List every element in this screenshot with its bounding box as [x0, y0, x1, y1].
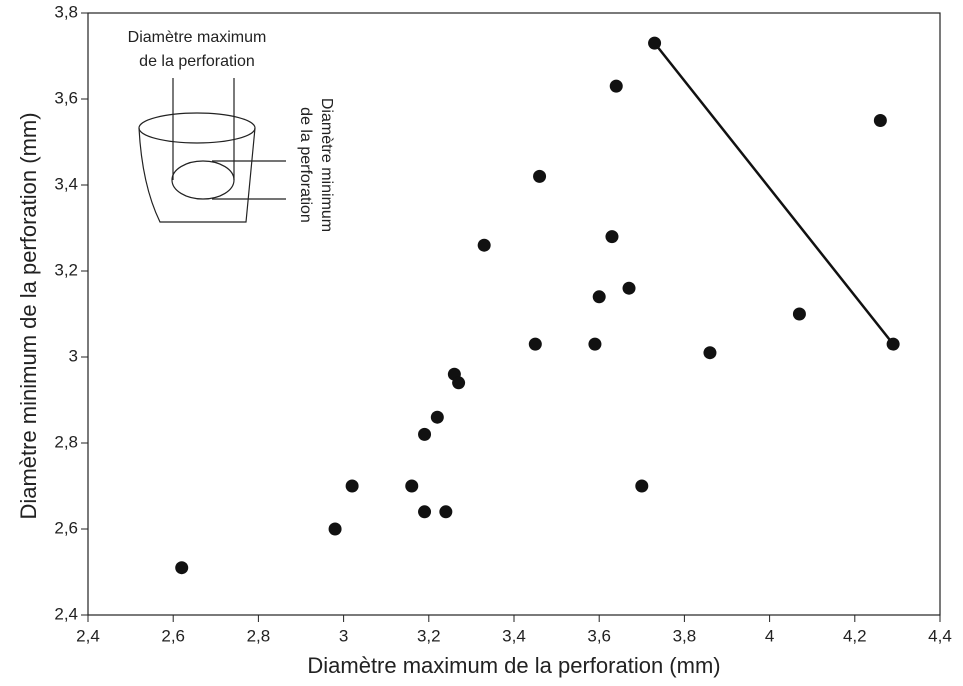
y-tick-label: 3,2	[54, 260, 78, 279]
x-tick-label: 4,2	[843, 626, 867, 645]
connector-line	[653, 42, 895, 345]
point	[175, 561, 189, 575]
inset-label: de la perforation	[139, 53, 255, 70]
point	[635, 479, 649, 493]
plot-frame	[87, 12, 941, 616]
y-tick-label: 3	[69, 346, 78, 365]
point	[418, 505, 432, 519]
point	[792, 307, 806, 321]
point	[873, 114, 887, 127]
point	[452, 376, 466, 390]
x-tick-label: 3,6	[587, 626, 611, 645]
x-tick-label: 3,2	[417, 626, 441, 645]
point	[588, 337, 602, 351]
y-tick-label: 2,6	[54, 518, 78, 537]
point	[648, 36, 662, 50]
hole-ellipse	[171, 160, 235, 200]
cylinder-top	[138, 112, 256, 144]
inset-label: Diamètre minimum	[318, 98, 335, 232]
point	[533, 169, 547, 183]
x-tick-label: 2,4	[76, 626, 100, 645]
point	[886, 337, 900, 351]
point	[430, 410, 444, 424]
point	[528, 337, 542, 351]
point	[592, 290, 606, 304]
point	[703, 346, 717, 360]
x-tick-label: 2,6	[161, 626, 185, 645]
point	[439, 505, 453, 519]
y-tick-label: 2,4	[54, 604, 78, 623]
x-tick-label: 2,8	[247, 626, 271, 645]
y-tick-label: 3,6	[54, 88, 78, 107]
inset-label: de la perforation	[297, 107, 314, 223]
point	[622, 281, 636, 295]
cylinder-body	[138, 127, 256, 223]
y-tick-label: 3,4	[54, 174, 78, 193]
point	[609, 79, 623, 93]
x-tick-label: 4,4	[928, 626, 952, 645]
inset-label: Diamètre maximum	[128, 29, 267, 46]
point	[405, 479, 419, 493]
x-tick-label: 4	[765, 626, 774, 645]
x-tick-label: 3	[339, 626, 348, 645]
x-tick-label: 3,4	[502, 626, 526, 645]
inset-diagram	[138, 78, 286, 223]
point	[605, 230, 619, 244]
y-axis-label: Diamètre minimum de la perforation (mm)	[16, 112, 41, 519]
point	[345, 479, 359, 493]
x-tick-label: 3,8	[673, 626, 697, 645]
x-axis-label: Diamètre maximum de la perforation (mm)	[307, 653, 720, 678]
y-tick-label: 2,8	[54, 432, 78, 451]
y-tick-label: 3,8	[54, 2, 78, 21]
point	[418, 427, 432, 441]
point	[328, 522, 342, 536]
point	[477, 238, 491, 252]
